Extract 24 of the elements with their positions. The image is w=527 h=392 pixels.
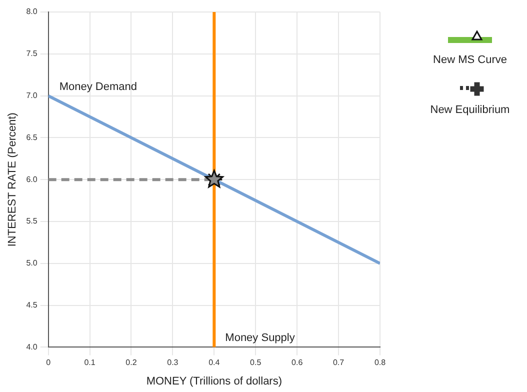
- x-tick-label: 0.2: [126, 358, 138, 368]
- y-tick-label: 5.5: [26, 216, 38, 226]
- x-tick-label: 0.3: [167, 358, 179, 368]
- x-tick-label: 0.7: [332, 358, 345, 368]
- y-tick-label: 6.5: [26, 132, 38, 142]
- legend-label: New Equilibrium: [429, 104, 511, 116]
- y-tick-label: 7.5: [26, 49, 38, 58]
- y-tick-label: 4.5: [26, 300, 38, 310]
- x-tick-label: 0.8: [374, 358, 386, 368]
- y-tick-label: 4.0: [26, 342, 38, 352]
- y-tick-label: 7.0: [26, 91, 38, 100]
- y-axis-title: INTEREST RATE (Percent): [6, 112, 19, 247]
- series-label: Money Demand: [59, 80, 137, 93]
- x-tick-label: 0: [46, 358, 52, 368]
- x-tick-label: 0.4: [208, 358, 220, 368]
- y-tick-label: 6.0: [26, 174, 38, 184]
- x-tick-label: 0.5: [250, 358, 262, 368]
- x-tick-label: 0.1: [84, 358, 96, 368]
- y-tick-label: 8.0: [26, 7, 38, 16]
- x-tick-label: 0.6: [292, 358, 304, 368]
- y-tick-label: 5.0: [26, 258, 38, 268]
- legend-label: New MS Curve: [432, 54, 508, 66]
- series-label: Money Supply: [225, 332, 296, 344]
- x-axis-title: MONEY (Trillions of dollars): [146, 375, 282, 388]
